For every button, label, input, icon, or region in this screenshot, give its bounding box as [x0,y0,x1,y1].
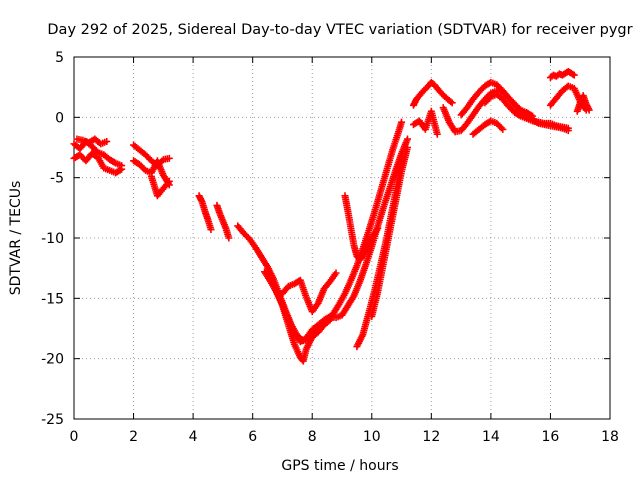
y-axis-label: SDTVAR / TECUs [8,181,24,296]
data-point [497,124,505,132]
x-tick-label: 14 [482,429,500,445]
data-point [433,130,441,138]
chart-title: Day 292 of 2025, Sidereal Day-to-day VTE… [47,22,632,38]
x-tick-label: 12 [422,429,440,445]
data-point [499,125,507,133]
y-tick-label: -10 [41,231,64,247]
y-tick-label: -20 [41,352,64,368]
data-point [332,269,340,277]
data-point [398,118,406,126]
x-tick-label: 0 [70,429,79,445]
x-tick-label: 16 [542,429,560,445]
y-tick-label: 0 [55,110,64,126]
data-point [103,137,111,145]
data-point [225,234,233,242]
x-tick-label: 4 [189,429,198,445]
y-tick-labels: 5 0 -5 -10 -15 -20 -25 [41,50,64,428]
data-point [165,154,173,162]
x-tick-label: 10 [363,429,381,445]
y-tick-label: -15 [41,291,64,307]
data-point [404,135,412,143]
data-point [325,317,333,325]
data-point [448,99,456,107]
data-point [165,177,173,185]
x-tick-label: 18 [601,429,619,445]
data-point [326,316,334,324]
data-point [447,98,455,106]
data-point [570,71,578,79]
y-tick-label: -5 [50,171,64,187]
axis-ticks [73,56,611,420]
x-axis-label: GPS time / hours [281,458,398,474]
x-tick-label: 2 [129,429,138,445]
x-tick-labels: 0 2 4 6 8 10 12 14 16 18 [70,429,619,445]
data-point [116,166,124,174]
data-point [207,226,215,234]
data-point [374,224,382,232]
data-point [118,165,126,173]
data-points [70,67,593,365]
x-tick-label: 8 [308,429,317,445]
data-point [569,70,577,78]
data-point [585,106,593,114]
data-point [564,124,572,132]
y-tick-label: 5 [55,50,64,66]
y-tick-label: -25 [41,412,64,428]
data-point [404,144,412,151]
x-tick-label: 6 [248,429,257,445]
